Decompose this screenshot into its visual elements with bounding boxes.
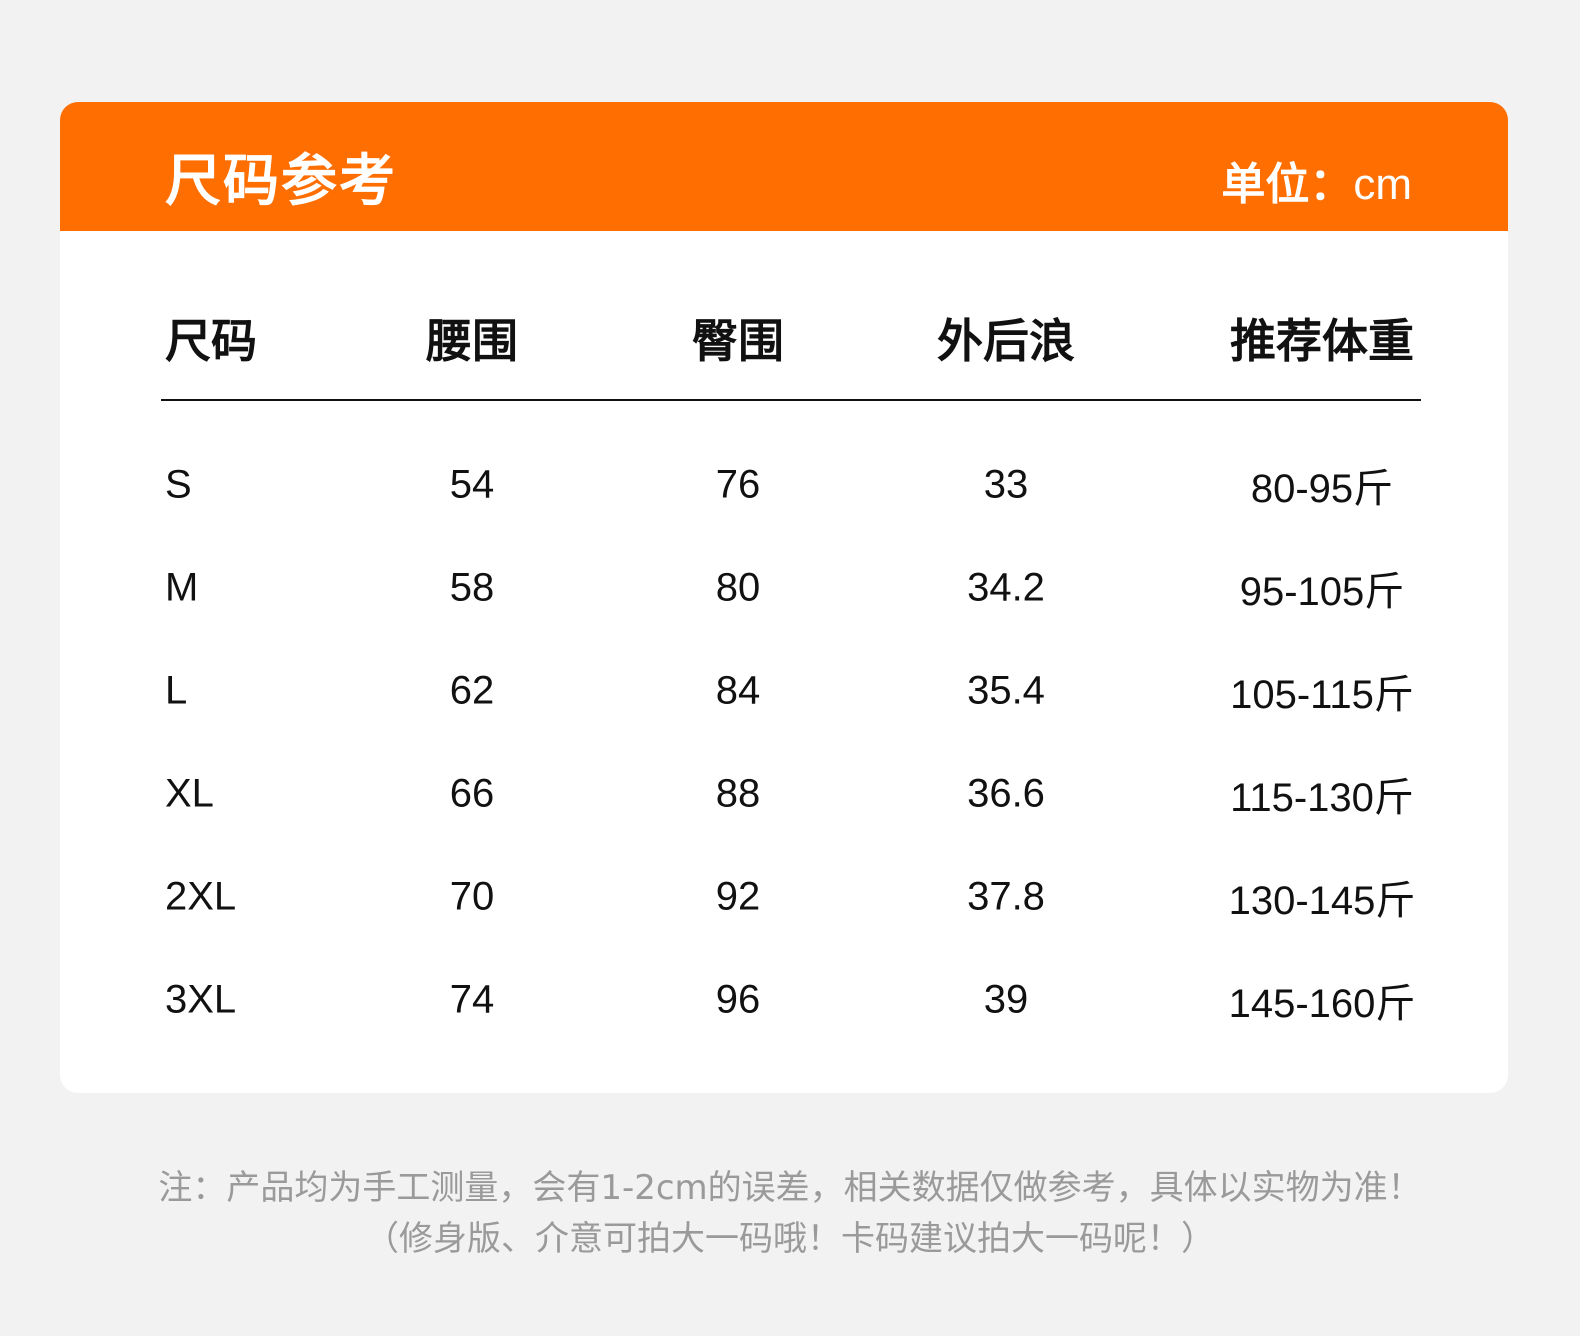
table-cell: 115-130斤 [1230,776,1414,820]
note-line-2: （修身版、介意可拍大一码哦！卡码建议拍大一码呢！） [365,1219,1215,1259]
table-cell: 34.2 [967,565,1045,610]
header-divider [161,399,1421,401]
table-cell: 66 [449,771,495,816]
column-header: 尺码 [165,314,257,368]
table-cell: L [165,668,188,713]
table-cell: 95-105斤 [1239,570,1405,614]
header-banner: 尺码参考 单位：cm [60,102,1508,231]
table-cell: 80 [715,565,761,610]
table-cell: 54 [449,462,495,507]
column-header: 外后浪 [937,314,1075,368]
table-cell: 76 [715,462,761,507]
table-cell: 35.4 [967,668,1045,713]
table-cell: 37.8 [967,874,1045,919]
table-cell: M [165,565,199,610]
table-cell: S [165,462,192,507]
table-cell: 88 [715,771,761,816]
table-cell: 58 [449,565,495,610]
unit-value: cm [1353,160,1412,209]
note-line-1: 注：产品均为手工测量，会有1-2cm的误差，相关数据仅做参考，具体以实物为准！ [158,1168,1422,1208]
chart-title: 尺码参考 [165,149,397,214]
table-cell: 74 [449,977,495,1022]
unit-prefix: 单位： [1221,159,1354,210]
table-cell: 33 [983,462,1029,507]
table-cell: 39 [983,977,1029,1022]
table-cell: 62 [449,668,495,713]
table-cell: 92 [715,874,761,919]
table-cell: 96 [715,977,761,1022]
column-header: 臀围 [692,314,784,368]
unit-label: 单位：cm [1221,148,1412,212]
table-cell: 2XL [165,874,237,919]
table-cell: 80-95斤 [1250,467,1394,511]
table-cell: 145-160斤 [1228,982,1416,1026]
column-header: 推荐体重 [1230,314,1414,368]
column-header: 腰围 [426,314,518,368]
table-cell: 3XL [165,977,237,1022]
size-chart-card: 尺码参考 单位：cm 尺码 腰围 臀围 外后浪 推荐体重 S 54 76 33 80-95斤 M 58… [60,102,1508,1093]
table-cell: 70 [449,874,495,919]
table-cell: 84 [715,668,761,713]
table-cell: XL [165,771,214,816]
table-cell: 36.6 [967,771,1045,816]
table-cell: 130-145斤 [1228,879,1416,923]
table-cell: 105-115斤 [1230,673,1414,717]
